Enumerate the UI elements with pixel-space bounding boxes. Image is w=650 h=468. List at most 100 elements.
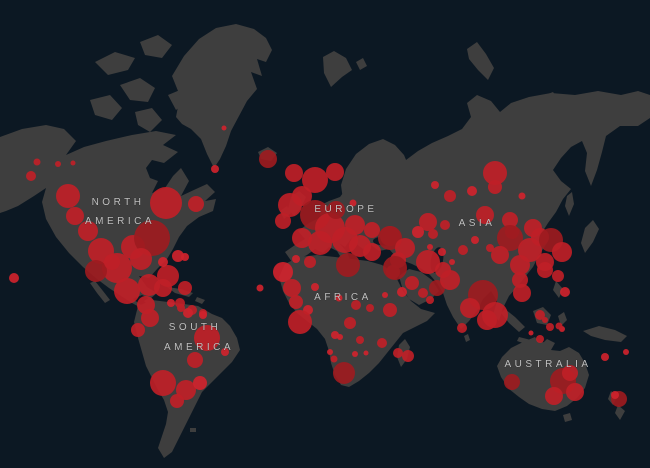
outbreak-bubble[interactable] (483, 161, 507, 185)
outbreak-bubble[interactable] (611, 391, 619, 399)
outbreak-bubble[interactable] (285, 164, 303, 182)
outbreak-bubble[interactable] (601, 353, 609, 361)
outbreak-bubble[interactable] (440, 220, 450, 230)
outbreak-bubble[interactable] (278, 193, 302, 217)
outbreak-bubble[interactable] (623, 349, 629, 355)
outbreak-bubble[interactable] (537, 262, 553, 278)
outbreak-bubble[interactable] (467, 186, 477, 196)
outbreak-bubble[interactable] (364, 222, 380, 238)
outbreak-bubble[interactable] (199, 311, 207, 319)
outbreak-bubble[interactable] (131, 323, 145, 337)
outbreak-bubble[interactable] (176, 380, 196, 400)
outbreak-bubble[interactable] (546, 323, 554, 331)
outbreak-bubble[interactable] (491, 246, 509, 264)
outbreak-bubble[interactable] (172, 250, 184, 262)
outbreak-bubble[interactable] (167, 299, 175, 307)
outbreak-bubble[interactable] (211, 165, 219, 173)
outbreak-bubble[interactable] (513, 284, 531, 302)
outbreak-bubble[interactable] (518, 192, 526, 200)
outbreak-bubble[interactable] (183, 308, 193, 318)
outbreak-bubble[interactable] (504, 374, 520, 390)
outbreak-bubble[interactable] (555, 322, 563, 330)
outbreak-bubble[interactable] (377, 338, 387, 348)
outbreak-bubble[interactable] (418, 288, 428, 298)
outbreak-bubble[interactable] (158, 257, 168, 267)
outbreak-bubble[interactable] (383, 256, 407, 280)
outbreak-bubble[interactable] (56, 184, 80, 208)
outbreak-bubble[interactable] (170, 394, 184, 408)
outbreak-bubble[interactable] (427, 244, 433, 250)
outbreak-bubble[interactable] (304, 256, 316, 268)
outbreak-bubble[interactable] (444, 190, 456, 202)
outbreak-bubble[interactable] (449, 259, 455, 265)
outbreak-bubble[interactable] (337, 334, 343, 340)
outbreak-bubble[interactable] (326, 163, 344, 181)
outbreak-bubble[interactable] (460, 298, 480, 318)
outbreak-bubble[interactable] (193, 376, 207, 390)
outbreak-bubble[interactable] (70, 160, 76, 166)
outbreak-bubble[interactable] (428, 229, 438, 239)
outbreak-bubble[interactable] (486, 244, 494, 252)
outbreak-bubble[interactable] (141, 309, 159, 327)
outbreak-bubble[interactable] (438, 248, 446, 256)
outbreak-bubble[interactable] (335, 294, 343, 302)
outbreak-bubble[interactable] (55, 161, 61, 167)
outbreak-bubble[interactable] (330, 355, 338, 363)
outbreak-bubble[interactable] (292, 228, 312, 248)
outbreak-bubble[interactable] (327, 201, 345, 219)
outbreak-bubble[interactable] (66, 207, 84, 225)
outbreak-bubble[interactable] (382, 292, 388, 298)
outbreak-bubble[interactable] (502, 212, 518, 228)
outbreak-bubble[interactable] (552, 242, 572, 262)
outbreak-bubble[interactable] (560, 287, 570, 297)
outbreak-bubble[interactable] (471, 236, 479, 244)
outbreak-bubble[interactable] (366, 304, 374, 312)
outbreak-bubble[interactable] (336, 253, 360, 277)
outbreak-bubble[interactable] (283, 279, 301, 297)
outbreak-bubble[interactable] (416, 250, 440, 274)
outbreak-bubble[interactable] (412, 226, 424, 238)
outbreak-bubble[interactable] (221, 125, 227, 131)
outbreak-bubble[interactable] (363, 243, 381, 261)
outbreak-bubble[interactable] (510, 255, 530, 275)
outbreak-bubble[interactable] (178, 281, 192, 295)
outbreak-bubble[interactable] (259, 150, 277, 168)
outbreak-bubble[interactable] (26, 171, 36, 181)
outbreak-bubble[interactable] (402, 350, 414, 362)
outbreak-bubble[interactable] (426, 296, 434, 304)
outbreak-bubble[interactable] (288, 310, 312, 334)
outbreak-bubble[interactable] (440, 270, 460, 290)
outbreak-bubble[interactable] (528, 330, 534, 336)
outbreak-bubble[interactable] (302, 167, 328, 193)
outbreak-bubble[interactable] (194, 325, 220, 351)
outbreak-bubble[interactable] (327, 349, 333, 355)
outbreak-bubble[interactable] (344, 317, 356, 329)
outbreak-bubble[interactable] (497, 225, 523, 251)
outbreak-bubble[interactable] (477, 310, 497, 330)
outbreak-bubble[interactable] (104, 254, 120, 270)
outbreak-bubble[interactable] (114, 278, 140, 304)
outbreak-bubble[interactable] (134, 220, 170, 256)
outbreak-bubble[interactable] (476, 206, 494, 224)
outbreak-bubble[interactable] (356, 336, 364, 344)
outbreak-bubble[interactable] (78, 221, 98, 241)
outbreak-bubble[interactable] (33, 158, 41, 166)
outbreak-bubble[interactable] (187, 352, 203, 368)
outbreak-bubble[interactable] (289, 295, 303, 309)
outbreak-bubble[interactable] (85, 260, 107, 282)
outbreak-bubble[interactable] (397, 287, 407, 297)
outbreak-bubble[interactable] (130, 248, 152, 270)
outbreak-bubble[interactable] (352, 351, 358, 357)
outbreak-bubble[interactable] (292, 255, 300, 263)
outbreak-bubble[interactable] (458, 245, 468, 255)
outbreak-bubble[interactable] (552, 270, 564, 282)
outbreak-bubble[interactable] (363, 350, 369, 356)
outbreak-bubble[interactable] (383, 303, 397, 317)
outbreak-bubble[interactable] (431, 181, 439, 189)
outbreak-bubble[interactable] (349, 199, 357, 207)
outbreak-bubble[interactable] (393, 348, 403, 358)
outbreak-bubble[interactable] (221, 348, 229, 356)
outbreak-bubble[interactable] (351, 300, 361, 310)
outbreak-bubble[interactable] (562, 365, 578, 381)
